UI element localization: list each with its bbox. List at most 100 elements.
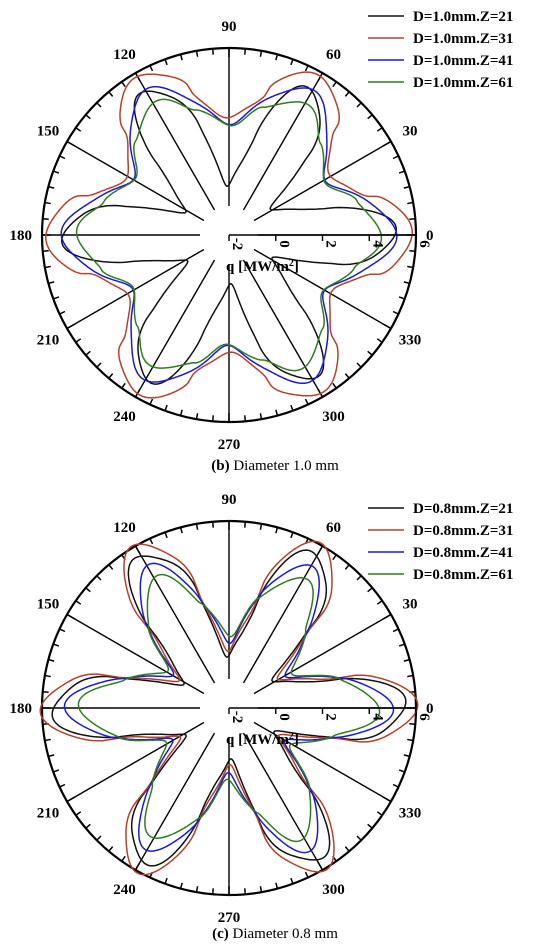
angle-tick — [409, 723, 416, 726]
angle-tick — [48, 281, 55, 285]
angle-tick — [75, 600, 82, 605]
angle-tick — [403, 281, 410, 285]
angle-tick — [344, 91, 350, 97]
angle-tick — [407, 265, 414, 269]
angle-tick — [398, 769, 405, 773]
angle-tick — [195, 413, 199, 420]
angle-tick — [403, 754, 410, 758]
angle-tick — [149, 65, 154, 72]
angle-label-270: 270 — [218, 437, 241, 453]
angle-tick — [96, 362, 102, 368]
angle-tick — [59, 310, 66, 315]
angle-tick — [409, 250, 416, 253]
legend: D=1.0mm.Z=21 D=1.0mm.Z=31 D=1.0mm.Z=41 D=1.… — [368, 9, 513, 91]
angle-tick — [44, 674, 51, 678]
series-line — [77, 573, 381, 843]
angle-label-60: 60 — [326, 520, 341, 536]
angle-tick — [332, 81, 337, 88]
series-line — [60, 85, 398, 385]
legend-entry: D=0.8mm.Z=61 — [413, 567, 513, 583]
radial-tick-label: 6 — [416, 713, 432, 721]
angle-tick — [332, 554, 337, 561]
radial-tick-label: 6 — [416, 240, 432, 248]
angle-tick — [121, 81, 126, 88]
angle-label-240: 240 — [113, 409, 136, 425]
angle-tick — [121, 382, 126, 389]
angle-label-240: 240 — [113, 882, 136, 898]
angle-tick — [290, 532, 294, 539]
angle-tick — [332, 382, 337, 389]
angle-tick — [108, 564, 114, 570]
caption-letter: (b) — [211, 458, 229, 474]
angle-tick — [407, 201, 414, 205]
radial-axis-title-close: ] — [294, 732, 299, 748]
angle-tick — [75, 811, 82, 816]
spoke-330 — [228, 707, 392, 803]
spoke-120 — [134, 72, 230, 236]
legend: D=0.8mm.Z=21 D=0.8mm.Z=31 D=0.8mm.Z=41 D=0.… — [368, 501, 513, 583]
angle-tick — [44, 738, 51, 742]
series-line — [60, 85, 398, 385]
angle-tick — [179, 54, 183, 61]
angle-tick — [376, 811, 383, 816]
caption-text: Diameter 0.8 mm — [229, 926, 338, 942]
radial-tick-label: 0 — [276, 713, 292, 721]
series-line — [63, 562, 395, 854]
angle-tick — [48, 185, 55, 189]
angle-tick — [356, 575, 362, 581]
angle-tick — [108, 373, 114, 379]
angle-tick — [392, 628, 399, 633]
angle-tick — [44, 201, 51, 205]
angle-tick — [244, 48, 247, 55]
angle-label-0: 0 — [426, 701, 434, 717]
angle-tick — [398, 296, 405, 300]
angle-tick — [59, 783, 66, 788]
angle-label-330: 330 — [399, 806, 422, 822]
radial-axis-title-main: q [MW/m — [226, 259, 289, 275]
legend-entry: D=1.0mm.Z=61 — [413, 75, 513, 91]
caption-letter: (c) — [212, 926, 229, 942]
spoke-60 — [228, 72, 324, 236]
angle-label-270: 270 — [218, 910, 241, 926]
angle-tick — [304, 871, 309, 878]
legend-entry: D=0.8mm.Z=21 — [413, 501, 513, 517]
radial-tick-label: 2 — [323, 240, 339, 248]
angle-tick — [304, 65, 309, 72]
angle-tick — [48, 754, 55, 758]
angle-tick — [164, 59, 168, 66]
angle-tick — [290, 404, 294, 411]
angle-tick — [275, 527, 279, 534]
radial-tick-label: 4 — [369, 713, 385, 721]
angle-label-330: 330 — [399, 333, 422, 349]
angle-tick — [85, 587, 91, 593]
spoke-210 — [66, 234, 230, 330]
angle-label-300: 300 — [322, 882, 345, 898]
spoke-60 — [228, 545, 324, 709]
angle-tick — [195, 50, 199, 57]
angle-tick — [195, 886, 199, 893]
angle-tick — [344, 564, 350, 570]
angle-label-30: 30 — [402, 124, 417, 140]
angle-tick — [179, 527, 183, 534]
angle-tick — [149, 538, 154, 545]
angle-tick — [85, 350, 91, 356]
radial-tick-label: 4 — [369, 240, 385, 248]
spoke-240 — [134, 234, 230, 398]
angle-tick — [108, 91, 114, 97]
legend-entry: D=0.8mm.Z=31 — [413, 523, 513, 539]
angle-label-210: 210 — [37, 806, 60, 822]
angle-tick — [53, 769, 60, 773]
angle-tick — [211, 521, 214, 528]
angle-tick — [259, 413, 263, 420]
angle-tick — [211, 415, 214, 422]
angle-tick — [409, 217, 416, 220]
spoke-330 — [228, 234, 392, 330]
angle-tick — [367, 114, 373, 120]
angle-tick — [344, 373, 350, 379]
angle-label-210: 210 — [37, 333, 60, 349]
legend-entry: D=0.8mm.Z=41 — [413, 545, 513, 561]
angle-tick — [149, 398, 154, 405]
angle-tick — [211, 48, 214, 55]
angle-tick — [85, 823, 91, 829]
spoke-240 — [134, 707, 230, 871]
